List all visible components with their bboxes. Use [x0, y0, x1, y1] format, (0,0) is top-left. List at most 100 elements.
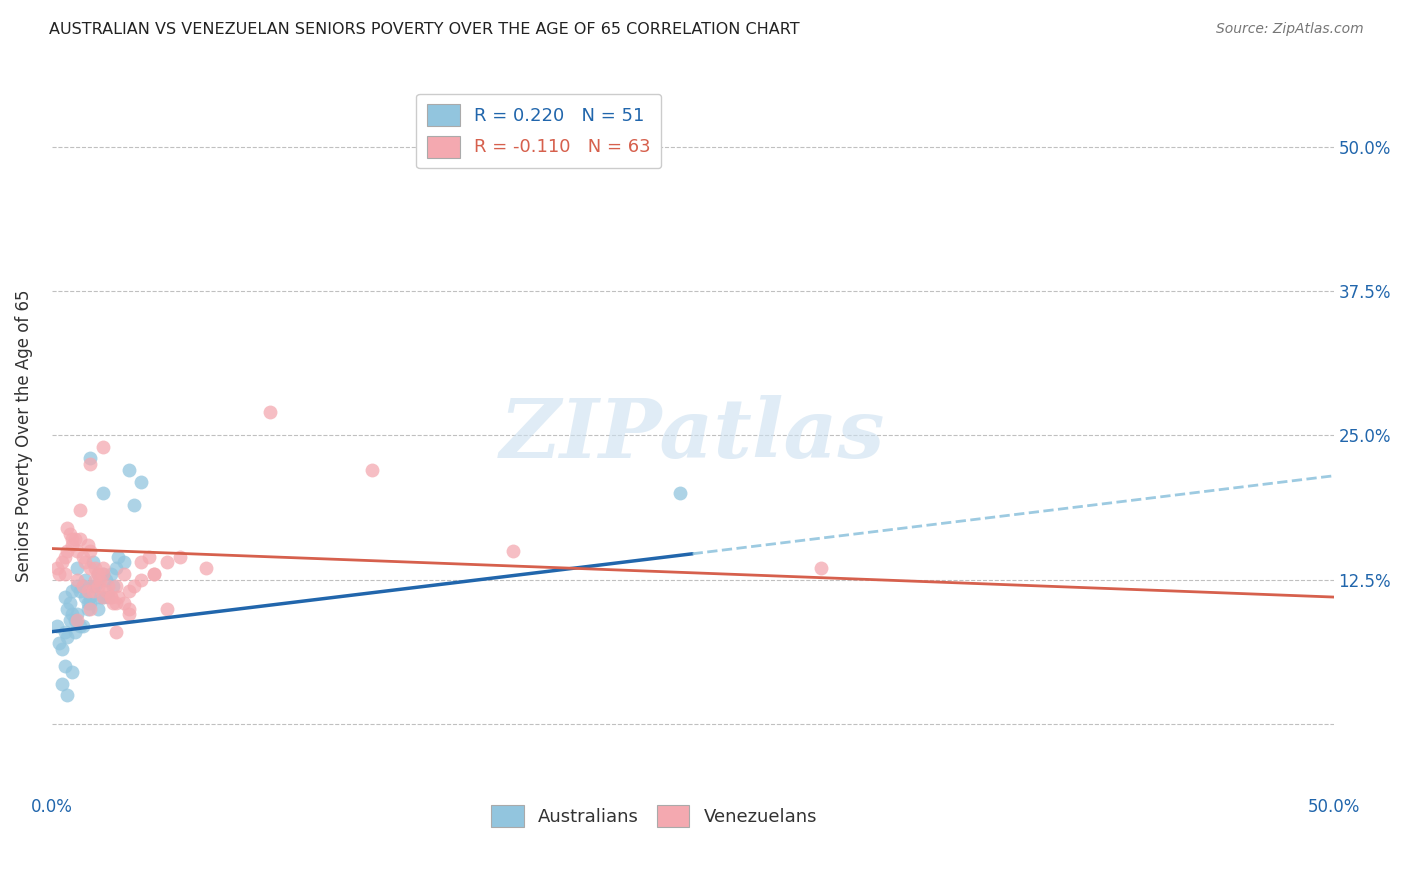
Point [69, 619, 91, 633]
Point [76, 601, 98, 615]
Point [59, 526, 82, 541]
Text: AUSTRALIAN VS VENEZUELAN SENIORS POVERTY OVER THE AGE OF 65 CORRELATION CHART: AUSTRALIAN VS VENEZUELAN SENIORS POVERTY… [49, 22, 800, 37]
Point [143, 566, 166, 581]
Point [138, 549, 160, 564]
Point [259, 405, 281, 419]
Point [72, 578, 94, 592]
Point [104, 624, 127, 639]
Point [45, 561, 67, 575]
Point [91, 486, 114, 500]
Point [87, 601, 110, 615]
Point [79, 451, 101, 466]
Text: Source: ZipAtlas.com: Source: ZipAtlas.com [1216, 22, 1364, 37]
Point [118, 463, 141, 477]
Point [69, 533, 91, 547]
Point [72, 619, 94, 633]
Point [56, 544, 79, 558]
Point [156, 556, 179, 570]
Y-axis label: Seniors Poverty Over the Age of 65: Seniors Poverty Over the Age of 65 [15, 289, 32, 582]
Point [118, 607, 141, 622]
Point [97, 590, 120, 604]
Point [59, 596, 82, 610]
Point [56, 521, 79, 535]
Point [59, 613, 82, 627]
Point [100, 590, 122, 604]
Point [79, 544, 101, 558]
Point [87, 566, 110, 581]
Point [66, 607, 89, 622]
Point [118, 584, 141, 599]
Point [89, 573, 111, 587]
Point [361, 463, 384, 477]
Point [53, 566, 76, 581]
Point [82, 556, 104, 570]
Point [51, 676, 73, 690]
Point [104, 578, 127, 592]
Point [502, 544, 524, 558]
Point [118, 601, 141, 615]
Point [79, 590, 101, 604]
Point [56, 688, 79, 702]
Point [60, 533, 83, 547]
Point [72, 549, 94, 564]
Text: ZIPatlas: ZIPatlas [501, 395, 886, 475]
Point [79, 561, 101, 575]
Point [91, 566, 114, 581]
Point [66, 613, 89, 627]
Point [84, 578, 107, 592]
Point [76, 538, 98, 552]
Point [51, 556, 73, 570]
Point [97, 578, 120, 592]
Point [63, 613, 86, 627]
Point [76, 584, 98, 599]
Point [75, 573, 97, 587]
Point [87, 566, 110, 581]
Point [56, 601, 79, 615]
Point [66, 544, 89, 558]
Point [810, 561, 832, 575]
Point [51, 642, 73, 657]
Point [53, 590, 76, 604]
Point [91, 561, 114, 575]
Point [104, 596, 127, 610]
Point [100, 590, 122, 604]
Point [112, 566, 135, 581]
Legend: Australians, Venezuelans: Australians, Venezuelans [484, 798, 824, 834]
Point [75, 590, 97, 604]
Point [194, 561, 217, 575]
Point [122, 498, 145, 512]
Point [56, 631, 79, 645]
Point [156, 601, 179, 615]
Point [45, 619, 67, 633]
Point [669, 486, 692, 500]
Point [79, 601, 101, 615]
Point [66, 561, 89, 575]
Point [131, 556, 153, 570]
Point [89, 590, 111, 604]
Point [66, 578, 89, 592]
Point [60, 607, 83, 622]
Point [75, 556, 97, 570]
Point [94, 573, 117, 587]
Point [53, 549, 76, 564]
Point [79, 596, 101, 610]
Point [84, 561, 107, 575]
Point [107, 590, 129, 604]
Point [84, 573, 107, 587]
Point [82, 578, 104, 592]
Point [100, 566, 122, 581]
Point [91, 590, 114, 604]
Point [60, 538, 83, 552]
Point [76, 596, 98, 610]
Point [53, 659, 76, 673]
Point [60, 584, 83, 599]
Point [94, 584, 117, 599]
Point [112, 596, 135, 610]
Point [72, 578, 94, 592]
Point [91, 590, 114, 604]
Point [122, 578, 145, 592]
Point [91, 566, 114, 581]
Point [69, 584, 91, 599]
Point [169, 549, 191, 564]
Point [104, 561, 127, 575]
